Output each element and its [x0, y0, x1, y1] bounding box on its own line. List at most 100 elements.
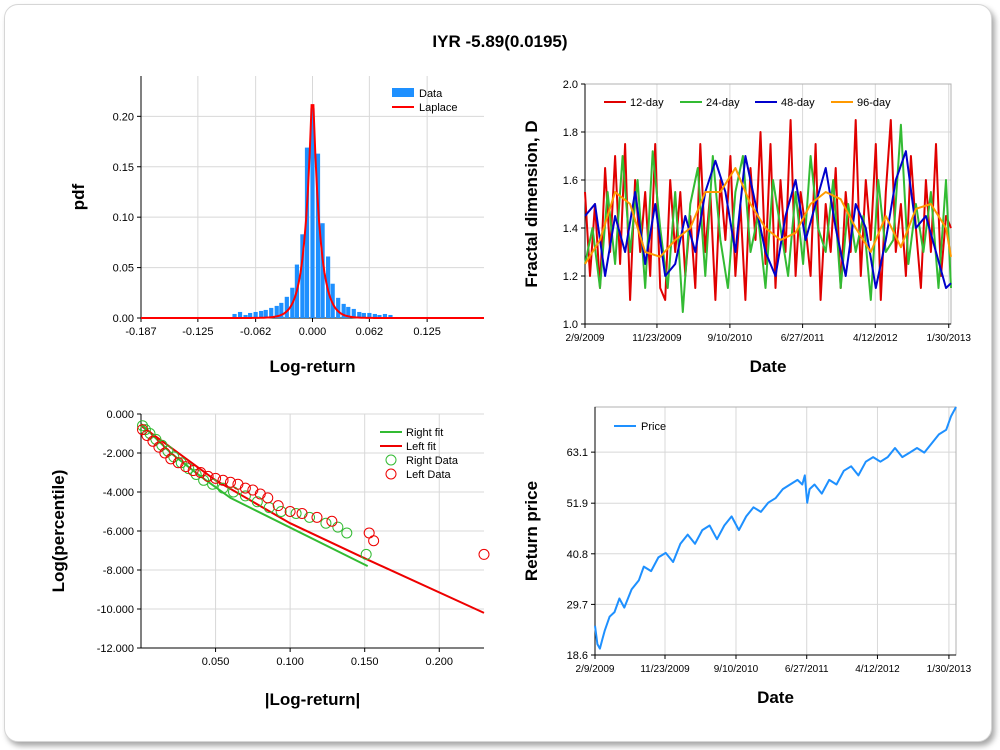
left-data-point [272, 500, 284, 512]
left-data-point [232, 478, 244, 490]
histogram-bar [341, 303, 346, 318]
x-tick-label: -0.187 [125, 326, 156, 338]
x-tick-label: 0.125 [413, 326, 441, 338]
y-axis-title: Fractal dimension, D [522, 120, 541, 287]
left-data-point [159, 447, 171, 459]
histogram-bar [263, 309, 268, 318]
right-data-point [150, 433, 162, 445]
y-tick-label: 2.0 [563, 79, 578, 91]
y-tick-label: 18.6 [567, 650, 588, 662]
log-percentile-chart: 0.050 0.100 0.150 0.200 0.000 -2.000 -4.000 -6.… [49, 409, 490, 709]
histogram-bar [248, 312, 253, 318]
histogram-bar [310, 108, 315, 319]
y-tick-label: 0.15 [113, 162, 134, 174]
y-tick-label: 1.6 [563, 175, 578, 187]
y-axis-title: Log(percentile) [49, 470, 68, 593]
left-data-point [247, 484, 259, 496]
left-data-point [147, 435, 159, 447]
y-tick-label: -8.000 [103, 565, 134, 577]
figure-frame [4, 4, 992, 742]
right-data-point [320, 517, 332, 529]
legend-label: Right Data [406, 455, 459, 467]
left-data-point [224, 476, 236, 488]
y-tick-label: -10.000 [97, 604, 134, 616]
right-data-point [251, 496, 263, 508]
legend-label: 24-day [706, 97, 740, 109]
x-tick-label: 2/9/2009 [576, 664, 615, 675]
histogram-bar [377, 314, 382, 318]
x-tick-label: 0.200 [425, 656, 453, 668]
histogram-bar [361, 312, 366, 318]
histogram-bar [304, 147, 310, 318]
x-tick-label: 0.050 [202, 656, 230, 668]
histogram-bar [388, 314, 393, 318]
histogram-bar [253, 311, 258, 318]
left-data-point [217, 474, 229, 486]
legend-label-price: Price [641, 421, 666, 433]
x-tick-label: 2/9/2009 [566, 333, 605, 344]
histogram-bar [320, 223, 325, 318]
y-tick-label: -12.000 [97, 643, 134, 655]
legend-swatch-right-data [385, 454, 397, 466]
right-data-point [239, 490, 251, 502]
histogram-bar [330, 283, 335, 318]
histogram-bar [232, 313, 237, 318]
x-tick-label: 1/30/2013 [926, 333, 971, 344]
y-axis-title: pdf [69, 183, 88, 210]
legend-label-laplace: Laplace [419, 102, 458, 114]
page-title: IYR -5.89(0.0195) [432, 32, 568, 51]
legend-swatch-left-data [385, 468, 397, 480]
histogram-bar [259, 310, 264, 318]
right-data-point [360, 548, 372, 560]
histogram-bar [279, 302, 284, 318]
y-tick-label: 63.1 [567, 447, 588, 459]
right-data-point [162, 445, 174, 457]
x-tick-label: -0.062 [240, 326, 271, 338]
x-tick-label: 9/10/2010 [708, 333, 753, 344]
series-12-day [584, 119, 952, 301]
histogram-bar [367, 312, 372, 318]
pdf-histogram-chart: -0.187 -0.125 -0.062 0.000 0.062 0.125 0.00 0.0… [69, 76, 484, 376]
plot-frame [594, 406, 957, 656]
x-axis-title: |Log-return| [265, 690, 360, 709]
x-tick-label: 0.062 [356, 326, 384, 338]
y-tick-label: -6.000 [103, 526, 134, 538]
histogram-bar [274, 305, 279, 318]
left-data-point [202, 470, 214, 482]
x-tick-label: 9/10/2010 [714, 664, 759, 675]
left-data-point [296, 507, 308, 519]
legend-label: Left fit [406, 441, 436, 453]
x-tick-label: -0.125 [182, 326, 213, 338]
laplace-curve [141, 104, 484, 319]
y-tick-label: 29.7 [567, 599, 588, 611]
histogram-bar [336, 297, 341, 318]
x-tick-label: 4/12/2012 [855, 664, 900, 675]
x-tick-label: 0.100 [276, 656, 304, 668]
left-data-point [187, 465, 199, 477]
return-price-chart: 2/9/2009 11/23/2009 9/10/2010 6/27/2011 4/12… [522, 406, 972, 707]
histogram-bar [284, 296, 289, 318]
left-data-point [326, 515, 338, 527]
y-tick-label: -2.000 [103, 448, 134, 460]
left-data-point [363, 527, 375, 539]
histogram-bar [300, 234, 305, 318]
x-tick-label: 4/12/2012 [853, 333, 898, 344]
left-data-point [478, 548, 490, 560]
x-tick-label: 1/30/2013 [927, 664, 972, 675]
left-data-point [284, 506, 296, 517]
y-tick-label: 0.10 [113, 212, 134, 224]
x-tick-label: 11/23/2009 [640, 664, 690, 675]
histogram-bar [237, 311, 243, 318]
right-data-point [290, 507, 302, 519]
x-tick-label: 0.000 [299, 326, 327, 338]
histogram-bar [372, 313, 377, 318]
right-data-point [275, 506, 287, 517]
left-data-point [210, 472, 222, 484]
y-tick-label: -4.000 [103, 487, 134, 499]
right-data-point [217, 482, 229, 494]
histogram-bar [346, 306, 351, 318]
y-tick-label: 51.9 [567, 498, 588, 510]
y-tick-label: 40.8 [567, 549, 588, 561]
x-tick-label: 0.150 [351, 656, 379, 668]
y-axis-title: Return price [522, 481, 541, 581]
